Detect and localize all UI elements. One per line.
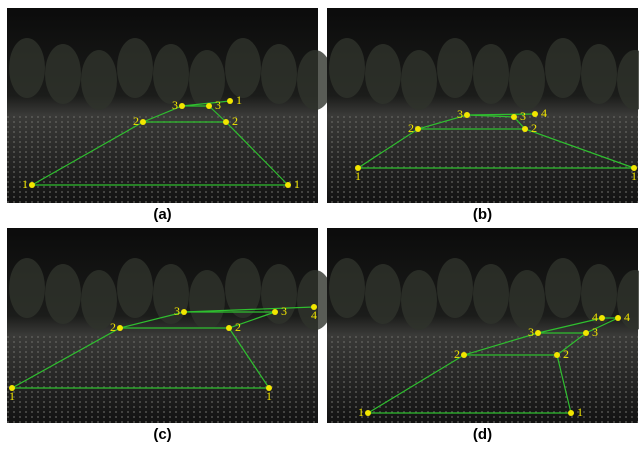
keypoint-label: 2: [110, 320, 116, 334]
tree: [365, 264, 401, 324]
tree: [509, 270, 545, 330]
keypoint: [140, 119, 146, 125]
tree: [365, 44, 401, 104]
tree: [437, 38, 473, 98]
keypoint: [285, 182, 291, 188]
tree: [581, 264, 617, 324]
tree: [509, 50, 545, 110]
tree: [401, 50, 437, 110]
keypoint-label: 1: [631, 169, 637, 183]
keypoint: [415, 126, 421, 132]
tree: [401, 270, 437, 330]
keypoint-label: 3: [174, 304, 180, 318]
keypoint: [226, 325, 232, 331]
keypoint-label: 1: [22, 177, 28, 191]
keypoint: [599, 315, 605, 321]
tree: [545, 258, 581, 318]
tree: [329, 38, 365, 98]
keypoint-label: 1: [236, 93, 242, 107]
tree: [189, 270, 225, 330]
keypoint: [532, 111, 538, 117]
panel-caption: (c): [153, 426, 171, 443]
road-points: [7, 335, 318, 423]
keypoint-label: 1: [577, 405, 583, 419]
keypoint: [522, 126, 528, 132]
keypoint: [365, 410, 371, 416]
page: {"panels": [ {"caption": "(a)", "points"…: [0, 0, 639, 450]
figure: 1122331(a)1122334(b)1122334(c)11223344(d…: [0, 0, 639, 450]
tree: [581, 44, 617, 104]
keypoint-label: 3: [172, 98, 178, 112]
tree: [117, 258, 153, 318]
keypoint: [568, 410, 574, 416]
keypoint: [511, 114, 517, 120]
tree: [225, 38, 261, 98]
tree: [473, 44, 509, 104]
keypoint-label: 2: [563, 347, 569, 361]
tree: [545, 38, 581, 98]
tree: [437, 258, 473, 318]
keypoint: [181, 309, 187, 315]
keypoint-label: 2: [408, 121, 414, 135]
keypoint: [29, 182, 35, 188]
keypoint-label: 2: [232, 114, 238, 128]
keypoint-label: 1: [266, 389, 272, 403]
keypoint-label: 3: [457, 107, 463, 121]
keypoint-label: 4: [541, 106, 547, 120]
keypoint: [223, 119, 229, 125]
keypoint-label: 1: [9, 389, 15, 403]
keypoint: [272, 309, 278, 315]
keypoint-label: 1: [294, 177, 300, 191]
keypoint: [227, 98, 233, 104]
keypoint: [117, 325, 123, 331]
tree: [329, 258, 365, 318]
keypoint-label: 2: [531, 121, 537, 135]
panel: 1 1 2 2 3 3 4 (c): [7, 228, 333, 443]
tree: [81, 50, 117, 110]
tree: [9, 38, 45, 98]
keypoint-label: 3: [528, 325, 534, 339]
keypoint-label: 2: [133, 114, 139, 128]
keypoint: [206, 103, 212, 109]
keypoint-label: 2: [235, 320, 241, 334]
keypoint-label: 3: [520, 109, 526, 123]
keypoint-label: 4: [592, 310, 598, 324]
tree: [261, 44, 297, 104]
keypoint: [535, 330, 541, 336]
keypoint: [554, 352, 560, 358]
keypoint: [461, 352, 467, 358]
keypoint-label: 3: [215, 98, 221, 112]
keypoint-label: 3: [281, 304, 287, 318]
keypoint-label: 4: [624, 310, 630, 324]
tree: [45, 264, 81, 324]
panel-caption: (a): [153, 206, 171, 223]
tree: [473, 264, 509, 324]
keypoint-label: 2: [454, 347, 460, 361]
keypoint-label: 1: [358, 405, 364, 419]
keypoint-label: 4: [311, 308, 317, 322]
keypoint-label: 3: [592, 325, 598, 339]
tree: [45, 44, 81, 104]
tree: [153, 44, 189, 104]
panel-caption: (d): [473, 426, 492, 443]
keypoint-label: 1: [355, 169, 361, 183]
road-points: [7, 115, 318, 203]
panel-caption: (b): [473, 206, 492, 223]
tree: [117, 38, 153, 98]
keypoint: [615, 315, 621, 321]
keypoint: [583, 330, 589, 336]
keypoint: [179, 103, 185, 109]
tree: [9, 258, 45, 318]
keypoint: [464, 112, 470, 118]
